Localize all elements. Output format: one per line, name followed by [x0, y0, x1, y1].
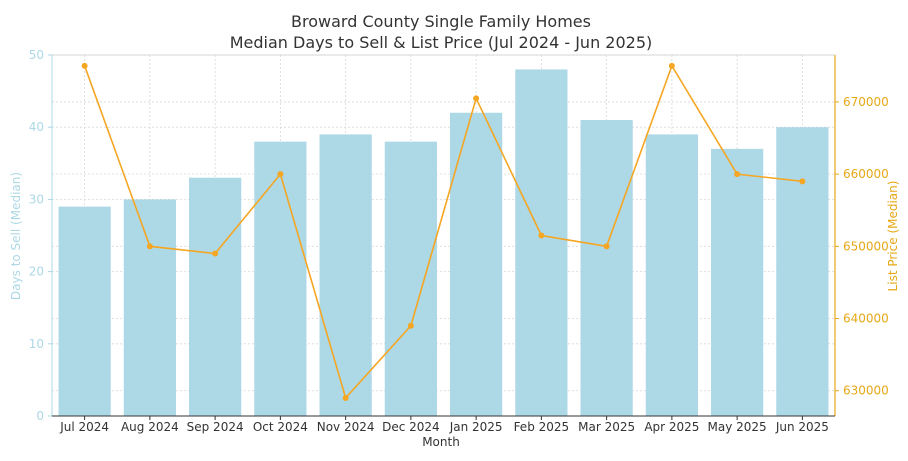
bar-days-to-sell	[580, 119, 633, 416]
y-axis-right-label: List Price (Median)	[886, 181, 900, 292]
y-right-tick-label: 640000	[843, 312, 889, 326]
x-tick-label: Sep 2024	[187, 420, 244, 434]
bar-days-to-sell	[515, 69, 568, 416]
x-tick-label: Feb 2025	[514, 420, 570, 434]
x-tick-label: Jun 2025	[775, 420, 829, 434]
y-left-tick-label: 10	[29, 337, 44, 351]
x-tick-label: Apr 2025	[644, 420, 699, 434]
y-left-tick-label: 50	[29, 48, 44, 62]
x-tick-label: May 2025	[708, 420, 767, 434]
y-axis-left-label: Days to Sell (Median)	[9, 172, 23, 300]
x-tick-label: Dec 2024	[382, 420, 440, 434]
point-list-price	[212, 250, 219, 257]
bar-days-to-sell	[189, 177, 242, 416]
chart-title: Broward County Single Family Homes	[291, 12, 591, 31]
y-right-tick-label: 670000	[843, 95, 889, 109]
y-left-tick-label: 20	[29, 265, 44, 279]
bar-days-to-sell	[645, 134, 698, 417]
tick-labels: 0 10 20 30 40 50 630000 640000 650000 660000 67000…	[29, 48, 889, 434]
y-left-tick-label: 0	[36, 409, 44, 423]
x-axis-label: Month	[422, 435, 460, 449]
bar-days-to-sell	[254, 141, 307, 416]
axes	[51, 54, 836, 417]
point-list-price	[538, 232, 545, 239]
x-tick-label: Jul 2024	[59, 420, 109, 434]
point-list-price	[799, 178, 806, 185]
bars	[58, 69, 829, 417]
y-right-tick-label: 630000	[843, 384, 889, 398]
y-left-tick-label: 40	[29, 120, 44, 134]
point-list-price	[734, 171, 741, 178]
bar-days-to-sell	[319, 134, 372, 417]
x-tick-label: Oct 2024	[253, 420, 308, 434]
point-list-price	[342, 394, 349, 401]
price-line	[81, 62, 806, 401]
point-list-price	[81, 62, 88, 69]
bar-days-to-sell	[58, 206, 111, 416]
y-right-tick-label: 650000	[843, 239, 889, 253]
point-list-price	[668, 62, 675, 69]
x-tick-label: Nov 2024	[317, 420, 375, 434]
point-list-price	[146, 243, 153, 250]
x-tick-label: Jan 2025	[449, 420, 503, 434]
y-left-tick-label: 30	[29, 192, 44, 206]
bar-days-to-sell	[776, 127, 829, 416]
x-tick-label: Aug 2024	[121, 420, 179, 434]
point-list-price	[277, 171, 284, 178]
point-list-price	[473, 95, 480, 102]
line-list-price	[83, 63, 803, 400]
point-list-price	[603, 243, 610, 250]
bar-days-to-sell	[711, 148, 764, 417]
bar-days-to-sell	[384, 141, 437, 416]
y-right-tick-label: 660000	[843, 167, 889, 181]
point-list-price	[407, 322, 414, 329]
chart-subtitle: Median Days to Sell & List Price (Jul 20…	[230, 33, 653, 52]
x-tick-label: Mar 2025	[578, 420, 635, 434]
bar-days-to-sell	[450, 112, 503, 416]
bar-days-to-sell	[123, 199, 176, 416]
